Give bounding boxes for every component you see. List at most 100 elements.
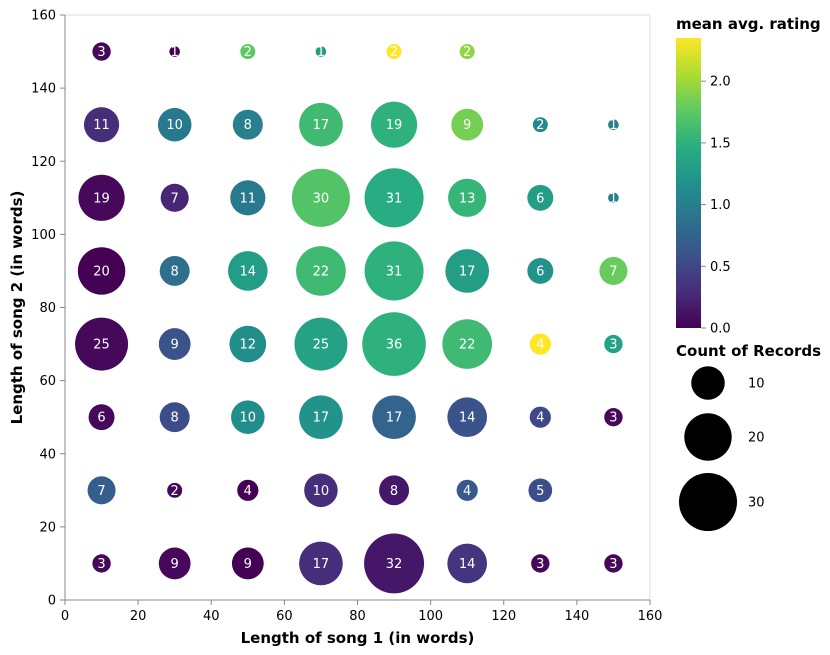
bubble-count-label: 8 <box>171 264 179 279</box>
bubble <box>77 247 126 295</box>
x-tick-label: 160 <box>638 609 663 624</box>
bubble-count-label: 2 <box>536 118 544 133</box>
x-tick-label: 140 <box>564 609 589 624</box>
bubble <box>604 408 623 427</box>
bubble-count-label: 20 <box>93 264 110 279</box>
data-point: 4 <box>529 333 551 355</box>
bubble-count-label: 6 <box>97 411 105 426</box>
data-point: 3 <box>604 554 623 573</box>
data-point: 8 <box>379 475 410 506</box>
bubble-count-label: 25 <box>93 338 110 353</box>
bubble-count-label: 7 <box>171 191 179 206</box>
bubble <box>291 168 350 227</box>
bubble-count-label: 1 <box>609 118 617 133</box>
data-point: 19 <box>370 101 418 148</box>
data-point: 30 <box>291 168 350 227</box>
bubble <box>78 174 125 221</box>
color-legend-tick-label: 2.0 <box>710 75 731 90</box>
data-point: 14 <box>447 543 488 584</box>
size-legend-circle <box>691 366 725 400</box>
bubble-count-label: 8 <box>244 118 252 133</box>
data-point: 2 <box>532 117 548 133</box>
bubble <box>370 101 418 148</box>
data-point: 32 <box>364 533 425 594</box>
color-legend-tick-label: 0.5 <box>710 260 731 275</box>
data-point: 2 <box>386 44 402 60</box>
bubble <box>529 406 551 428</box>
data-point: 9 <box>231 547 264 580</box>
bubble-count-label: 17 <box>313 557 330 572</box>
color-legend-tick-label: 0.0 <box>710 322 731 337</box>
y-tick-label: 120 <box>31 155 56 170</box>
x-tick-label: 120 <box>491 609 516 624</box>
bubble <box>364 241 424 301</box>
bubble <box>158 328 191 360</box>
bubble <box>294 317 348 371</box>
bubble-count-label: 25 <box>313 338 330 353</box>
data-point: 17 <box>372 395 416 440</box>
data-point: 17 <box>299 541 343 586</box>
data-point: 1 <box>608 191 619 206</box>
bubble <box>527 257 554 284</box>
size-legend-label: 30 <box>748 496 765 511</box>
data-point: 9 <box>451 108 484 141</box>
data-point: 3 <box>531 554 550 573</box>
data-point: 14 <box>227 251 268 291</box>
bubble <box>448 178 487 217</box>
data-point: 8 <box>232 109 263 140</box>
bubble <box>231 400 265 434</box>
bubble <box>386 44 402 60</box>
data-point: 9 <box>158 328 191 360</box>
bubble <box>296 246 346 296</box>
data-point: 25 <box>75 317 129 371</box>
data-point: 7 <box>160 183 189 212</box>
bubble-count-label: 3 <box>97 45 105 60</box>
bubble <box>232 109 263 140</box>
size-legend-circle <box>684 413 732 461</box>
bubble <box>157 107 192 142</box>
bubble-count-label: 10 <box>313 484 330 499</box>
bubble-count-label: 9 <box>463 118 471 133</box>
data-point: 13 <box>448 178 487 217</box>
bubble-count-label: 14 <box>459 557 476 572</box>
bubble-count-label: 8 <box>390 484 398 499</box>
data-point: 17 <box>445 249 490 293</box>
bubble <box>299 395 343 440</box>
y-tick-label: 80 <box>39 301 56 316</box>
bubble <box>83 107 120 143</box>
x-tick-label: 20 <box>130 609 147 624</box>
bubble <box>159 402 190 433</box>
data-point: 2 <box>240 44 256 60</box>
bubble-count-label: 3 <box>609 557 617 572</box>
bubble <box>159 255 190 286</box>
bubble <box>362 312 426 376</box>
bubble <box>451 108 484 141</box>
bubble-count-label: 1 <box>317 45 325 60</box>
data-point: 6 <box>527 257 554 284</box>
size-legend-title: Count of Records <box>676 342 821 360</box>
data-point: 4 <box>237 479 259 501</box>
bubble-count-label: 4 <box>463 484 471 499</box>
data-point: 4 <box>456 479 478 501</box>
data-point: 1 <box>169 45 180 60</box>
bubble <box>230 180 266 216</box>
data-point: 14 <box>447 397 488 438</box>
bubble-count-label: 6 <box>536 264 544 279</box>
data-point: 25 <box>294 317 348 371</box>
y-tick-label: 160 <box>31 9 56 24</box>
bubble-count-label: 3 <box>609 338 617 353</box>
bubble <box>608 192 619 204</box>
bubble-count-label: 4 <box>536 411 544 426</box>
bubble-count-label: 6 <box>536 191 544 206</box>
bubble <box>527 184 554 211</box>
data-point: 3 <box>604 334 623 354</box>
bubble-count-label: 1 <box>609 191 617 206</box>
x-axis-title: Length of song 1 (in words) <box>241 629 475 647</box>
bubble-count-label: 17 <box>459 264 476 279</box>
bubble-count-label: 10 <box>240 411 257 426</box>
size-legend-circle <box>678 472 738 532</box>
x-tick-label: 80 <box>349 609 366 624</box>
bubble <box>87 476 116 505</box>
y-tick-label: 0 <box>48 594 56 609</box>
